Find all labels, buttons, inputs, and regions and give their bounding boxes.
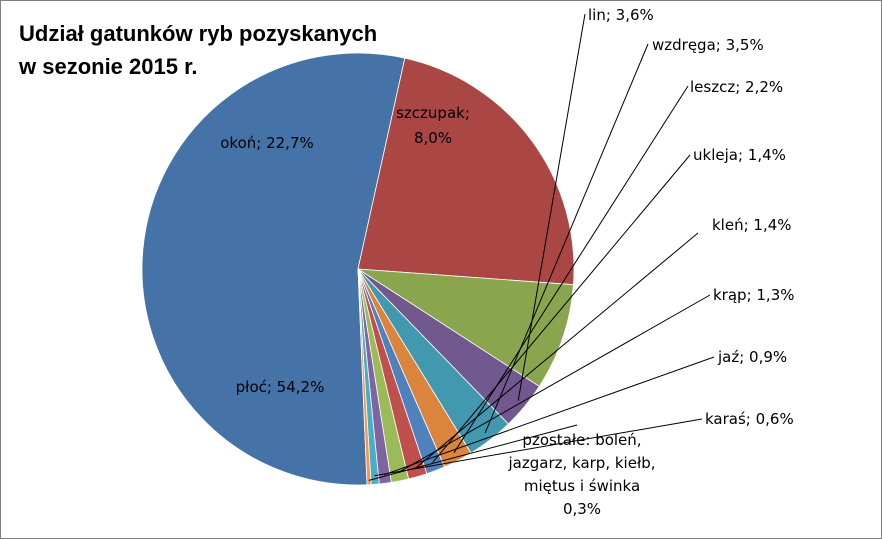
data-label-11-line-3: 0,3%: [563, 500, 601, 518]
chart-title-line-1: Udział gatunków ryb pozyskanych: [19, 21, 378, 46]
data-label-4: wzdręga; 3,5%: [652, 36, 764, 54]
leader-line-6: [432, 154, 691, 463]
leader-line-5: [453, 85, 689, 454]
data-label-0: płoć; 54,2%: [236, 378, 325, 396]
leader-line-10: [374, 418, 703, 477]
leader-line-8: [398, 294, 711, 473]
slice-0: [141, 52, 406, 486]
leader-line-3: [517, 13, 586, 401]
data-label-1: okoń; 22,7%: [220, 134, 314, 152]
slice-11: [357, 268, 372, 486]
leader-line-11: [368, 424, 578, 481]
data-label-11-line-2: miętus i świnka: [524, 477, 640, 495]
data-label-6: ukleja; 1,4%: [693, 146, 786, 164]
data-label-2-value: 8,0%: [414, 129, 452, 147]
data-label-7: kleń; 1,4%: [712, 216, 792, 234]
data-label-10: karaś; 0,6%: [705, 410, 794, 428]
slice-2: [357, 268, 574, 387]
data-label-11-line-1: jazgarz, karp, kiełb,: [508, 454, 656, 472]
slice-1: [357, 57, 575, 286]
chart-title: Udział gatunków ryb pozyskanych w sezoni…: [19, 17, 377, 83]
data-label-9: jaź; 0,9%: [717, 348, 787, 366]
data-label-3: lin; 3,6%: [588, 6, 654, 24]
leader-line-9: [384, 356, 715, 476]
data-label-8: krąp; 1,3%: [713, 286, 795, 304]
data-label-2-name: szczupak;: [396, 104, 470, 122]
data-label-11-line-0: pzostałe: boleń,: [522, 431, 641, 449]
leader-line-7: [415, 232, 699, 469]
data-label-5: leszcz; 2,2%: [690, 78, 783, 96]
chart-title-line-2: w sezonie 2015 r.: [19, 54, 198, 79]
